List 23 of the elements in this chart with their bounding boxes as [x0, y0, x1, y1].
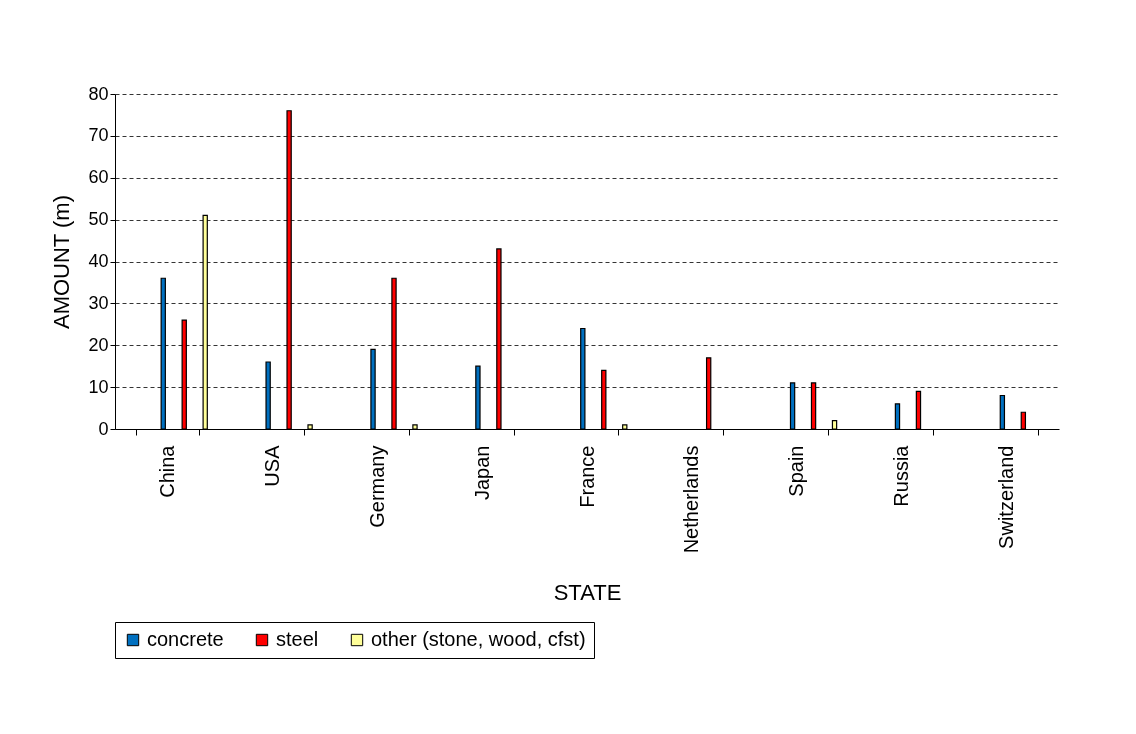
x-tick-label: Netherlands: [680, 445, 703, 554]
y-tick-label: 80: [88, 83, 109, 104]
y-tick-label: 30: [88, 292, 109, 313]
x-tick-label: China: [155, 444, 178, 498]
x-tick-label: Russia: [890, 444, 913, 507]
x-tick-label: France: [575, 445, 598, 508]
x-tick-label: Spain: [785, 445, 808, 497]
x-tick-label: Japan: [470, 445, 493, 500]
x-tick-label: Germany: [365, 445, 388, 528]
y-tick-label: 0: [98, 418, 109, 439]
legend-label: other (stone, wood, cfst): [371, 628, 586, 650]
y-tick-label: 20: [88, 334, 109, 355]
legend-label: steel: [276, 628, 319, 650]
x-tick-label: Switzerland: [995, 445, 1018, 549]
legend-label: concrete: [147, 628, 224, 650]
y-axis-title: AMOUNT (m): [49, 194, 75, 330]
x-axis-title: STATE: [553, 580, 622, 606]
y-tick-label: 70: [88, 125, 109, 146]
y-tick-label: 10: [88, 376, 109, 397]
y-tick-label: 40: [88, 251, 109, 271]
y-tick-label: 60: [88, 167, 109, 188]
x-tick-label: USA: [260, 444, 283, 487]
y-tick-label: 50: [88, 209, 109, 230]
